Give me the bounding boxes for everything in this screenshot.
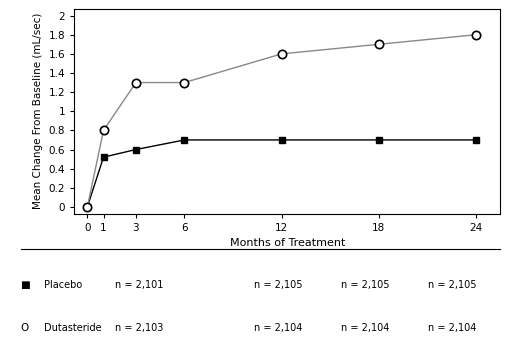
Text: n = 2,105: n = 2,105 xyxy=(428,280,477,290)
Text: Placebo: Placebo xyxy=(44,280,82,290)
Text: n = 2,104: n = 2,104 xyxy=(428,323,477,333)
Y-axis label: Mean Change From Baseline (mL/sec): Mean Change From Baseline (mL/sec) xyxy=(33,13,43,209)
Text: n = 2,101: n = 2,101 xyxy=(115,280,164,290)
Text: n = 2,105: n = 2,105 xyxy=(254,280,303,290)
Text: n = 2,104: n = 2,104 xyxy=(341,323,389,333)
Text: ■: ■ xyxy=(21,280,30,290)
Text: O: O xyxy=(21,323,29,333)
Text: n = 2,104: n = 2,104 xyxy=(254,323,302,333)
Text: n = 2,103: n = 2,103 xyxy=(115,323,164,333)
X-axis label: Months of Treatment: Months of Treatment xyxy=(230,238,345,248)
Text: n = 2,105: n = 2,105 xyxy=(341,280,390,290)
Text: Dutasteride: Dutasteride xyxy=(44,323,101,333)
